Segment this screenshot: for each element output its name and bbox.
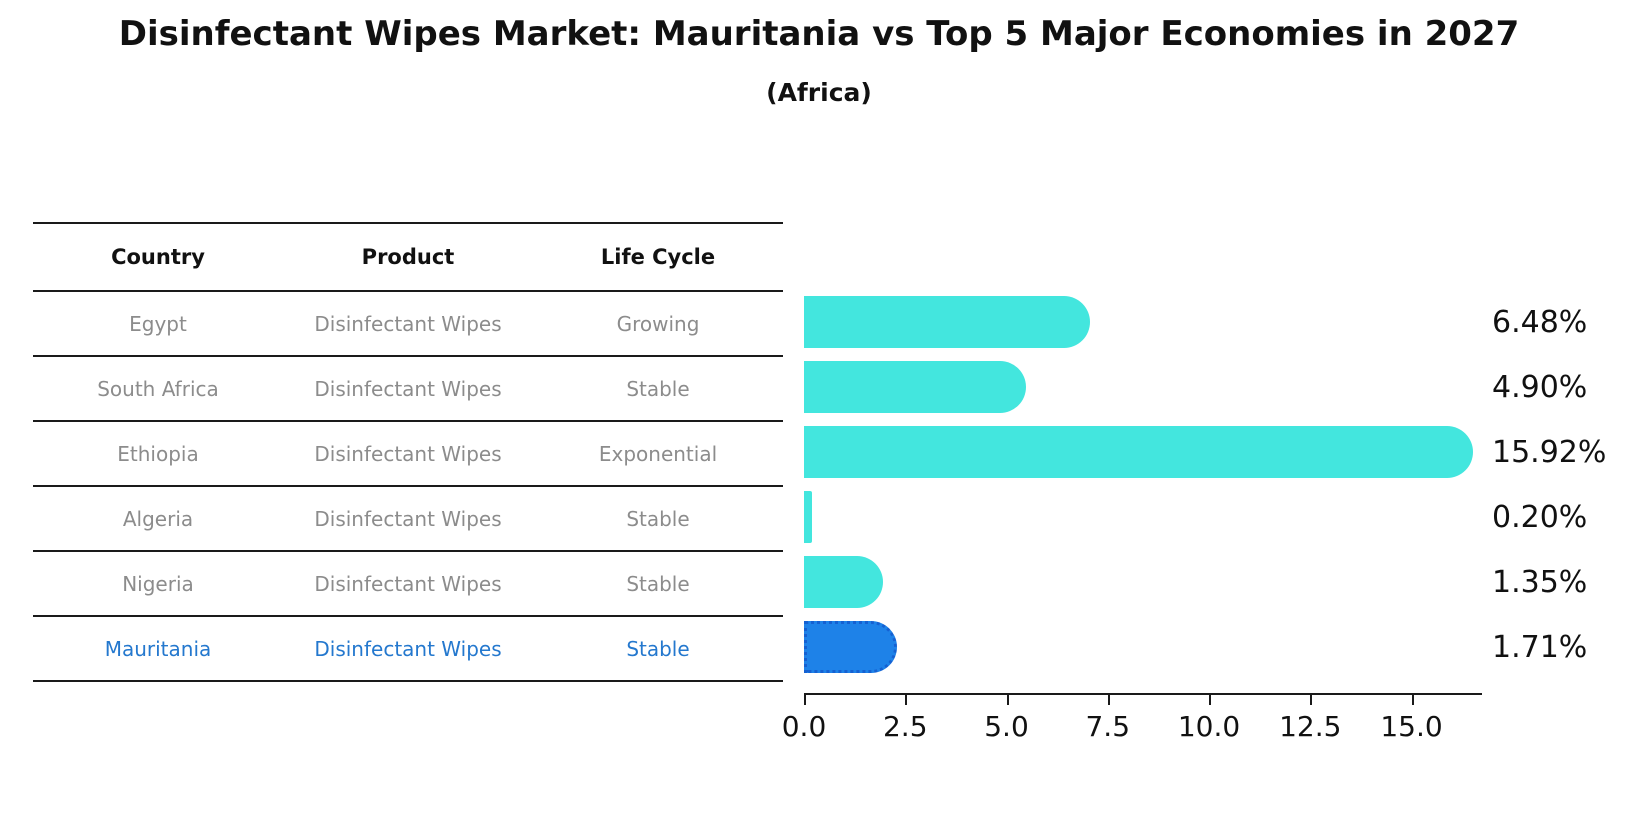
bar-slot — [804, 420, 1524, 485]
value-label: 1.35% — [1492, 565, 1588, 600]
bar-nigeria — [804, 556, 883, 608]
value-label: 6.48% — [1492, 305, 1588, 340]
chart-subtitle: (Africa) — [766, 78, 872, 107]
value-label: 4.90% — [1492, 370, 1588, 405]
table-row: South Africa Disinfectant Wipes Stable — [33, 357, 783, 422]
x-axis-tick — [1310, 695, 1313, 705]
column-header-life-cycle: Life Cycle — [600, 245, 716, 269]
table-header-row: Country Product Life Cycle — [33, 224, 783, 292]
cell-product: Disinfectant Wipes — [314, 441, 502, 466]
column-header-country: Country — [111, 245, 205, 269]
x-axis-tick-label: 12.5 — [1279, 710, 1342, 743]
x-axis-tick — [1107, 695, 1110, 705]
value-label: 15.92% — [1492, 435, 1607, 470]
bar-south-africa — [804, 361, 1027, 413]
bar-slot — [804, 290, 1524, 355]
table-row: Nigeria Disinfectant Wipes Stable — [33, 552, 783, 617]
bar-plot — [804, 290, 1524, 680]
value-label: 0.20% — [1492, 500, 1588, 535]
cell-country: Mauritania — [104, 636, 212, 661]
table-row: Mauritania Disinfectant Wipes Stable — [33, 617, 783, 682]
chart-title: Disinfectant Wipes Market: Mauritania vs… — [118, 14, 1520, 54]
bar-slot — [804, 615, 1524, 680]
cell-product: Disinfectant Wipes — [314, 376, 502, 401]
table-row: Algeria Disinfectant Wipes Stable — [33, 487, 783, 552]
column-header-product: Product — [361, 245, 455, 269]
cell-life-cycle: Exponential — [598, 441, 718, 466]
cell-life-cycle: Stable — [626, 571, 690, 596]
x-axis-tick — [905, 695, 908, 705]
cell-country: South Africa — [97, 376, 219, 401]
cell-life-cycle: Growing — [616, 311, 700, 336]
x-axis-tick-label: 0.0 — [781, 710, 827, 743]
cell-life-cycle: Stable — [626, 376, 690, 401]
bar-slot — [804, 355, 1524, 420]
x-axis-tick-label: 5.0 — [984, 710, 1029, 743]
cell-country: Egypt — [129, 311, 187, 336]
cell-life-cycle: Stable — [626, 636, 690, 661]
table-row: Ethiopia Disinfectant Wipes Exponential — [33, 422, 783, 487]
bar-highlight-mauritania — [804, 621, 898, 673]
x-axis-tick-label: 2.5 — [882, 710, 928, 743]
cell-product: Disinfectant Wipes — [314, 571, 502, 596]
cell-country: Nigeria — [122, 571, 194, 596]
table-body: Egypt Disinfectant Wipes Growing South Afri… — [33, 292, 783, 682]
table-row: Egypt Disinfectant Wipes Growing — [33, 292, 783, 357]
x-axis-tick-label: 7.5 — [1085, 710, 1131, 743]
x-axis-tick — [804, 695, 806, 705]
cell-country: Ethiopia — [117, 441, 199, 466]
value-label: 1.71% — [1492, 630, 1588, 665]
cell-country: Algeria — [122, 506, 194, 531]
bar-ethiopia — [804, 426, 1473, 478]
cell-life-cycle: Stable — [626, 506, 690, 531]
bar-slot — [804, 485, 1524, 550]
bar-slot — [804, 550, 1524, 615]
country-table: Country Product Life Cycle Egypt Disinfec… — [33, 222, 783, 682]
cell-product: Disinfectant Wipes — [314, 506, 502, 531]
x-axis-tick — [1411, 695, 1414, 705]
x-axis-tick — [1006, 695, 1009, 705]
bar-egypt — [804, 296, 1091, 348]
x-axis — [804, 693, 1482, 695]
cell-product: Disinfectant Wipes — [314, 311, 502, 336]
x-axis-tick — [1209, 695, 1212, 705]
cell-product: Disinfectant Wipes — [314, 636, 502, 661]
x-axis-tick-label: 10.0 — [1177, 710, 1241, 743]
bar-algeria — [804, 491, 813, 543]
x-axis-tick-label: 15.0 — [1380, 710, 1443, 743]
